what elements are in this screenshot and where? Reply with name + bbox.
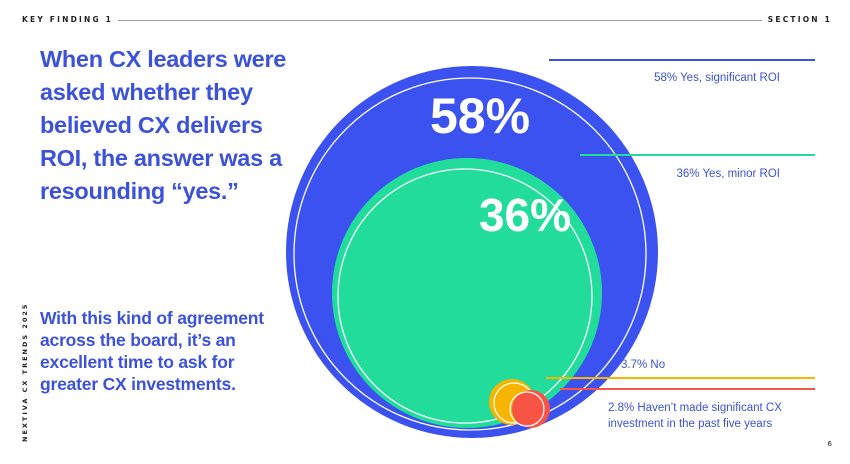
subtext: With this kind of agreement across the b… — [40, 308, 264, 394]
value-label-36: 36% — [479, 189, 571, 241]
header-divider — [118, 20, 762, 21]
bubble-36 — [332, 158, 602, 428]
legend-3-7: 3.7% No — [621, 359, 665, 371]
key-finding-label: KEY FINDING 1 — [22, 15, 114, 24]
legend-2-8-line-2: investment in the past five years — [608, 418, 773, 430]
bubble-58-outline — [293, 77, 647, 431]
legend-58: 58% Yes, significant ROI — [654, 72, 780, 84]
bubble-2-8-outline — [509, 391, 545, 427]
section-label: SECTION 1 — [767, 15, 832, 24]
bubble-36-outline — [337, 168, 593, 424]
headline: When CX leaders were asked whether they … — [40, 46, 287, 204]
page-number: 6 — [827, 440, 832, 448]
legend-36: 36% Yes, minor ROI — [676, 168, 780, 180]
top-bar: KEY FINDING 1 SECTION 1 — [22, 15, 832, 29]
legend-2-8-line-1: 2.8% Haven’t made significant CX — [608, 402, 782, 414]
value-label-58: 58% — [430, 88, 530, 144]
